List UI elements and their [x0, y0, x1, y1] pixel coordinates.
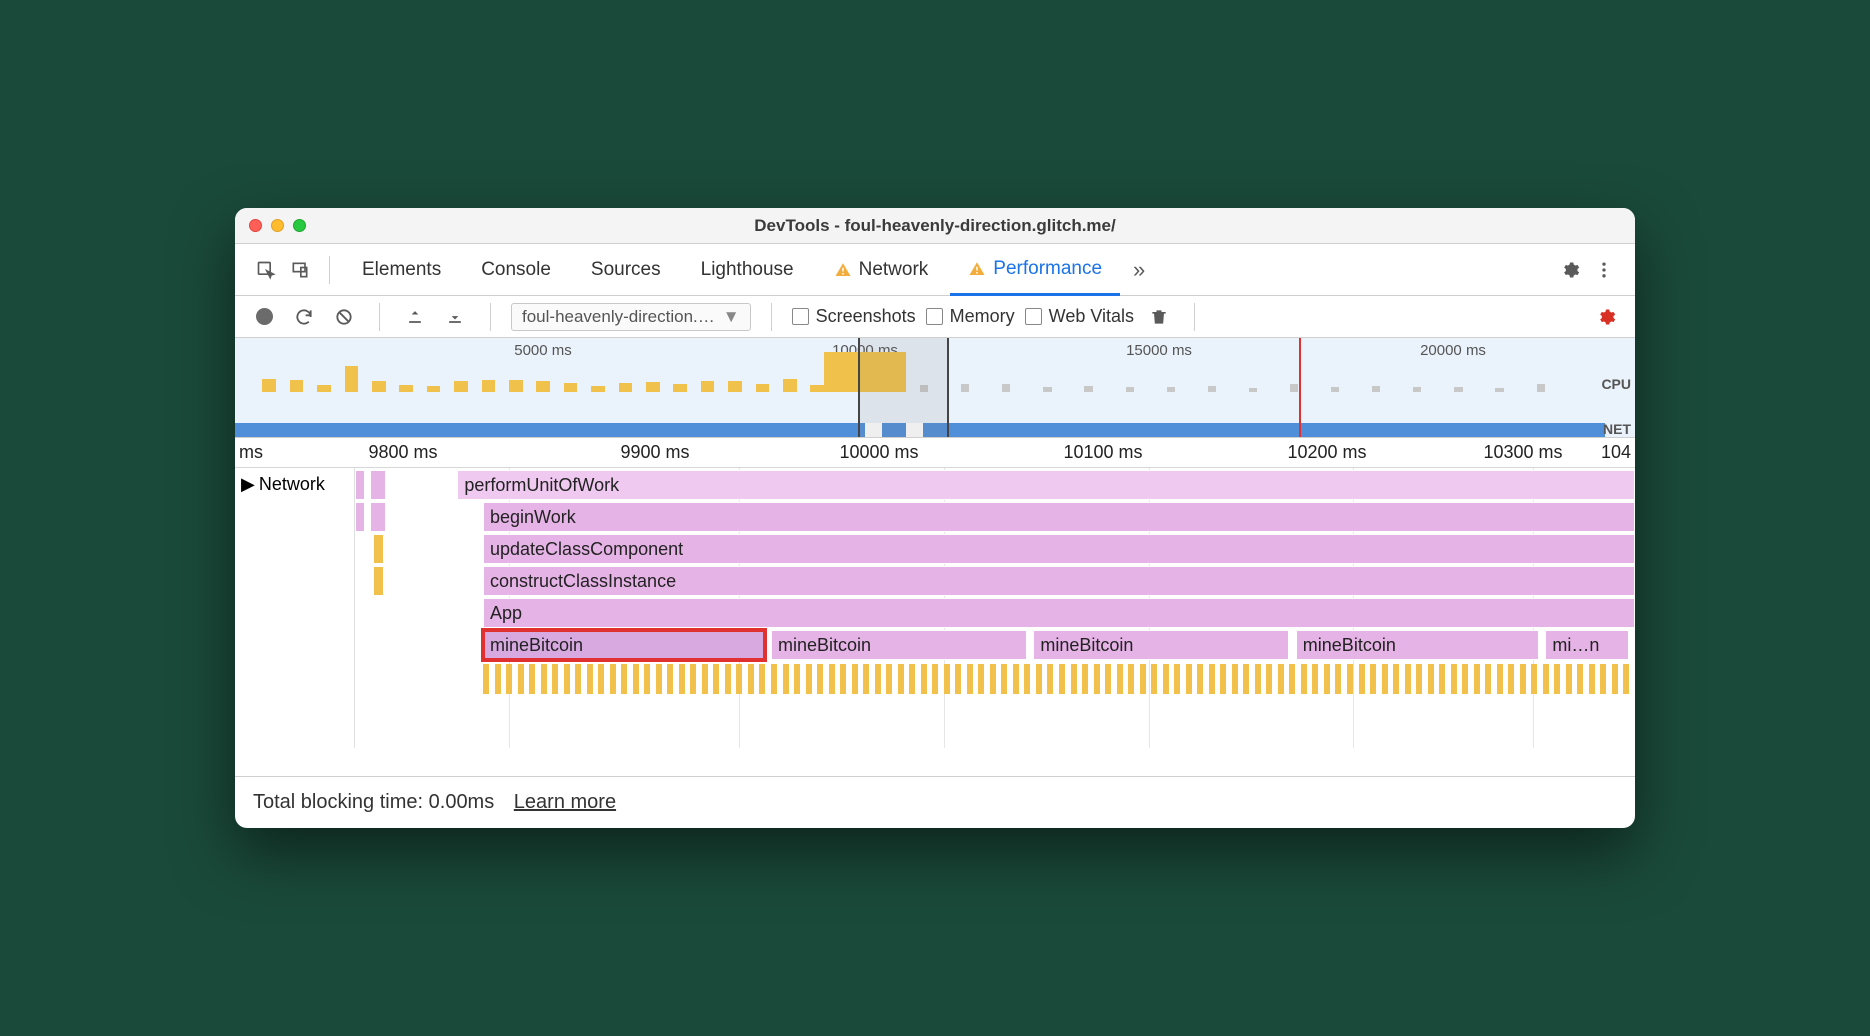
flame-bar-updateClassComponent[interactable]: updateClassComponent — [483, 534, 1635, 564]
flame-bar-mineBitcoin[interactable]: mineBitcoin — [1033, 630, 1289, 660]
ruler-tick: 10200 ms — [1287, 442, 1366, 463]
recording-selector-dropdown[interactable]: foul-heavenly-direction.… ▼ — [511, 303, 751, 331]
minimize-window-button[interactable] — [271, 219, 284, 232]
capture-settings-gear-icon[interactable] — [1591, 302, 1621, 332]
learn-more-link[interactable]: Learn more — [514, 791, 616, 813]
timeline-overview[interactable]: 5000 ms10000 ms15000 ms20000 ms CPU NET — [235, 338, 1635, 438]
overview-tick: 15000 ms — [1126, 342, 1192, 359]
flame-bar-mineBitcoin[interactable]: mineBitcoin — [1296, 630, 1539, 660]
blocking-time-label: Total blocking time: 0.00ms — [253, 791, 494, 813]
kebab-menu-icon[interactable] — [1589, 255, 1619, 285]
webvitals-checkbox[interactable]: Web Vitals — [1025, 306, 1134, 327]
divider — [379, 303, 380, 331]
overview-selection[interactable] — [858, 338, 949, 437]
divider — [490, 303, 491, 331]
tab-console[interactable]: Console — [463, 244, 569, 296]
collapse-arrow-icon: ▶ — [241, 474, 255, 495]
tab-lighthouse[interactable]: Lighthouse — [683, 244, 812, 296]
performance-toolbar: foul-heavenly-direction.… ▼ Screenshots … — [235, 296, 1635, 338]
devtools-window: DevTools - foul-heavenly-direction.glitc… — [235, 208, 1635, 828]
ruler-tick: ms — [239, 442, 263, 463]
tab-network[interactable]: Network — [816, 244, 947, 296]
zoom-window-button[interactable] — [293, 219, 306, 232]
flame-bar-mineBitcoin[interactable]: mineBitcoin — [483, 630, 765, 660]
flame-ruler[interactable]: ms 9800 ms 9900 ms 10000 ms 10100 ms 10200 ms… — [235, 438, 1635, 468]
divider — [329, 256, 330, 284]
flame-bar-constructClassInstance[interactable]: constructClassInstance — [483, 566, 1635, 596]
window-title: DevTools - foul-heavenly-direction.glitc… — [754, 216, 1115, 236]
overview-tick: 20000 ms — [1420, 342, 1486, 359]
ruler-tick: 10300 ms — [1483, 442, 1562, 463]
ruler-tick: 10000 ms — [839, 442, 918, 463]
flamechart[interactable]: performUnitOfWorkbeginWorkupdateClassCom… — [355, 468, 1635, 748]
divider — [771, 303, 772, 331]
network-track-header[interactable]: ▶ Network — [235, 468, 355, 748]
settings-gear-icon[interactable] — [1555, 255, 1585, 285]
panel-tabs-row: Elements Console Sources Lighthouse Netw… — [235, 244, 1635, 296]
flame-bar-mineBitcoin[interactable]: mineBitcoin — [771, 630, 1027, 660]
flamechart-area: ▶ Network performUnitOfWorkbeginWorkupda… — [235, 468, 1635, 748]
overview-tick: 5000 ms — [514, 342, 572, 359]
screenshots-checkbox[interactable]: Screenshots — [792, 306, 916, 327]
ruler-tick: 10100 ms — [1063, 442, 1142, 463]
device-toolbar-icon[interactable] — [285, 255, 315, 285]
flame-bar-mineBitcoin[interactable]: mi…n — [1545, 630, 1628, 660]
flame-bar-App[interactable]: App — [483, 598, 1635, 628]
flame-bar-beginWork[interactable]: beginWork — [483, 502, 1635, 532]
garbage-collect-icon[interactable] — [1144, 302, 1174, 332]
flame-bar-performUnitOfWork[interactable]: performUnitOfWork — [457, 470, 1635, 500]
tab-sources[interactable]: Sources — [573, 244, 679, 296]
traffic-lights — [249, 219, 306, 232]
inspect-element-icon[interactable] — [251, 255, 281, 285]
warning-icon — [834, 261, 852, 279]
record-button[interactable] — [249, 302, 279, 332]
memory-checkbox[interactable]: Memory — [926, 306, 1015, 327]
window-titlebar: DevTools - foul-heavenly-direction.glitc… — [235, 208, 1635, 244]
divider — [1194, 303, 1195, 331]
warning-icon — [968, 260, 986, 278]
tab-elements[interactable]: Elements — [344, 244, 459, 296]
ruler-tick: 9900 ms — [620, 442, 689, 463]
overview-marker-line — [1299, 338, 1301, 437]
clear-button[interactable] — [329, 302, 359, 332]
reload-record-button[interactable] — [289, 302, 319, 332]
net-track-label: NET — [1603, 421, 1631, 437]
ruler-tick: 104 — [1601, 442, 1631, 463]
load-profile-icon[interactable] — [400, 302, 430, 332]
tab-performance[interactable]: Performance — [950, 244, 1120, 296]
cpu-track-label: CPU — [1601, 376, 1631, 392]
chevron-down-icon: ▼ — [723, 307, 740, 327]
save-profile-icon[interactable] — [440, 302, 470, 332]
more-tabs-button[interactable]: » — [1124, 255, 1154, 285]
close-window-button[interactable] — [249, 219, 262, 232]
spacer — [235, 748, 1635, 776]
footer-bar: Total blocking time: 0.00ms Learn more — [235, 776, 1635, 828]
ruler-tick: 9800 ms — [368, 442, 437, 463]
